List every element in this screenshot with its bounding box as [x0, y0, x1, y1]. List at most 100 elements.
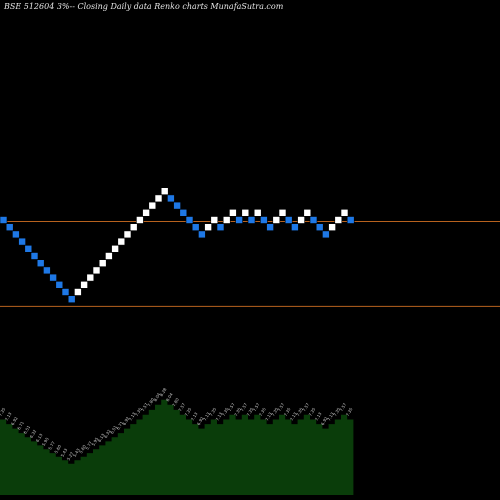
renko-brick-down	[322, 230, 330, 239]
renko-brick-down	[179, 209, 188, 217]
volume-value-label: 7.57	[227, 402, 236, 413]
renko-brick-up	[278, 209, 287, 217]
volume-value-label: 7.13	[264, 411, 273, 422]
renko-brick-down	[55, 280, 64, 289]
volume-value-label: 6.51	[109, 424, 118, 435]
renko-brick-down	[266, 223, 274, 231]
volume-value-label: 8.04	[153, 392, 162, 403]
volume-area	[0, 399, 354, 495]
volume-value-label: 5.60	[53, 444, 62, 455]
renko-brick-down	[61, 288, 70, 296]
renko-brick-up	[129, 223, 138, 231]
renko-brick-down	[216, 223, 225, 231]
volume-value-label: 7.13	[202, 411, 211, 422]
renko-brick-up	[92, 266, 101, 275]
volume-value-label: 7.13	[190, 411, 199, 422]
renko-brick-up	[328, 223, 336, 231]
volume-profile: 7.357.136.926.716.516.326.135.955.775.60…	[0, 387, 354, 495]
renko-brick-down	[0, 216, 8, 224]
volume-value-label: 7.13	[314, 411, 323, 422]
renko-brick-down	[247, 216, 256, 224]
renko-brick-down	[191, 223, 200, 231]
volume-value-label: 7.35	[345, 406, 354, 417]
renko-brick-down	[43, 266, 51, 275]
volume-value-label: 7.35	[0, 406, 7, 417]
renko-brick-down	[284, 216, 293, 224]
renko-brick-down	[315, 223, 324, 231]
renko-brick-up	[303, 209, 312, 217]
volume-value-label: 7.13	[289, 411, 298, 422]
renko-brick-up	[272, 216, 281, 224]
renko-brick-up	[210, 216, 219, 224]
renko-brick-up	[241, 209, 250, 217]
volume-value-label: 6.13	[35, 432, 44, 443]
volume-value-label: 7.35	[332, 406, 341, 417]
volume-value-label: 5.60	[78, 444, 87, 455]
volume-value-label: 7.13	[215, 411, 224, 422]
volume-value-label: 6.92	[196, 415, 205, 426]
volume-value-label: 6.92	[122, 415, 131, 426]
volume-value-label: 7.80	[171, 397, 180, 408]
volume-value-label: 6.51	[22, 424, 31, 435]
volume-value-label: 7.35	[270, 406, 279, 417]
renko-brick-down	[30, 252, 39, 260]
renko-brick-down	[67, 295, 76, 304]
renko-brick-down	[291, 223, 299, 231]
renko-brick-down	[198, 230, 206, 239]
volume-value-label: 7.35	[233, 406, 242, 417]
renko-brick-up	[229, 209, 237, 217]
renko-brick-up	[111, 245, 119, 253]
renko-brick-up	[98, 259, 107, 268]
renko-brick-up	[74, 288, 82, 296]
volume-value-label: 7.13	[4, 411, 13, 422]
renko-brick-down	[309, 216, 318, 224]
renko-brick-up	[142, 209, 150, 217]
renko-brick-down	[235, 216, 243, 224]
volume-value-label: 5.95	[41, 436, 50, 447]
volume-value-label: 5.27	[66, 451, 75, 462]
volume-value-label: 8.28	[159, 387, 168, 398]
volume-value-label: 6.71	[16, 420, 25, 431]
renko-brick-down	[185, 216, 194, 224]
renko-brick-up	[222, 216, 231, 224]
volume-value-label: 6.92	[10, 415, 19, 426]
renko-brick-down	[18, 237, 26, 246]
renko-brick-down	[167, 194, 175, 203]
volume-value-label: 7.35	[134, 406, 143, 417]
volume-value-label: 8.04	[165, 392, 174, 403]
volume-value-label: 7.57	[177, 402, 186, 413]
renko-brick-up	[253, 209, 262, 217]
renko-brick-up	[80, 280, 88, 289]
renko-brick-up	[340, 209, 349, 217]
renko-brick-down	[36, 259, 45, 268]
renko-brick-down	[12, 230, 20, 239]
renko-brick-up	[105, 252, 113, 260]
volume-value-label: 7.35	[258, 406, 267, 417]
renko-brick-up	[123, 230, 132, 239]
volume-value-label: 6.13	[97, 432, 106, 443]
volume-value-label: 7.13	[128, 411, 137, 422]
renko-brick-up	[136, 216, 144, 224]
renko-bricks	[0, 187, 355, 304]
chart-title: BSE 512604 3%-- Closing Daily data Renko…	[4, 2, 284, 11]
renko-brick-up	[86, 273, 95, 282]
volume-value-label: 5.43	[60, 447, 69, 458]
volume-value-label: 6.32	[103, 428, 112, 439]
volume-value-label: 7.35	[221, 406, 230, 417]
renko-brick-up	[117, 237, 126, 246]
renko-brick-down	[49, 273, 57, 282]
volume-value-label: 5.43	[72, 447, 81, 458]
volume-value-label: 7.57	[140, 402, 149, 413]
volume-value-label: 7.13	[326, 411, 335, 422]
volume-value-label: 7.35	[283, 406, 292, 417]
renko-brick-up	[334, 216, 343, 224]
renko-brick-up	[154, 194, 163, 203]
volume-value-label: 7.57	[301, 402, 310, 413]
volume-value-label: 6.71	[115, 420, 124, 431]
renko-brick-up	[160, 187, 169, 195]
volume-value-label: 7.35	[295, 406, 304, 417]
volume-value-label: 7.35	[208, 406, 217, 417]
volume-value-label: 7.57	[339, 402, 348, 413]
